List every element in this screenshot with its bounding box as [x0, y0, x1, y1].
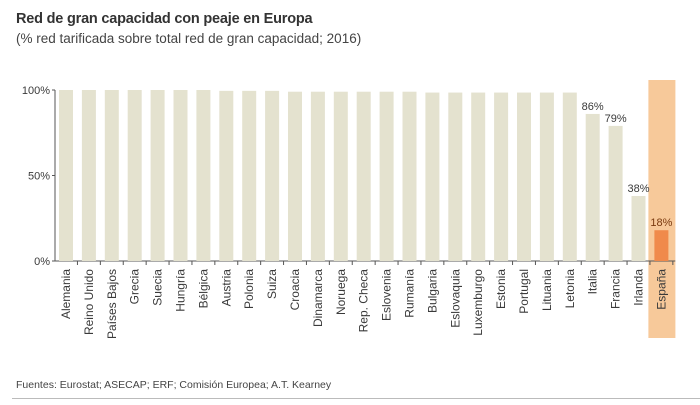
- bar: [310, 91, 325, 262]
- x-tick-label: Luxemburgo: [471, 269, 485, 336]
- x-tick-label: Grecia: [128, 269, 142, 305]
- x-tick-label: Bélgica: [196, 269, 210, 309]
- x-tick-label: Francia: [609, 269, 623, 309]
- x-tick-label: Eslovaquia: [448, 269, 462, 328]
- bar: [379, 91, 394, 262]
- bar: [356, 91, 371, 262]
- x-tick-label: Italia: [586, 269, 600, 295]
- x-tick-label: Países Bajos: [105, 269, 119, 339]
- y-tick-label: 50%: [28, 171, 50, 183]
- x-tick-label: España: [654, 269, 668, 310]
- data-label: 38%: [627, 183, 649, 195]
- data-label: 86%: [582, 101, 604, 113]
- x-tick-label: Estonia: [494, 269, 508, 309]
- x-tick-label: Eslovenia: [380, 269, 394, 321]
- bar: [81, 90, 96, 261]
- bar: [150, 90, 165, 261]
- highlight-band: [648, 80, 676, 338]
- bar: [585, 113, 600, 261]
- x-tick-label: Bulgaria: [425, 269, 439, 313]
- bar: [402, 91, 417, 262]
- data-label: 18%: [650, 217, 672, 229]
- bar: [654, 230, 669, 261]
- bar: [104, 90, 119, 261]
- x-tick-label: Austria: [219, 269, 233, 307]
- bar: [471, 92, 486, 261]
- x-tick-label: Suecia: [151, 269, 165, 306]
- bar: [631, 196, 646, 261]
- x-tick-label: Letonia: [563, 269, 577, 309]
- bottom-divider: [12, 398, 700, 399]
- bar: [494, 92, 509, 261]
- data-label: 79%: [605, 113, 627, 125]
- bar: [333, 91, 348, 262]
- bar: [59, 90, 73, 261]
- bar: [448, 92, 463, 261]
- source-note: Fuentes: Eurostat; ASECAP; ERF; Comisión…: [16, 379, 332, 391]
- x-tick-label: Hungría: [174, 269, 188, 312]
- chart-subtitle: (% red tarificada sobre total red de gra…: [16, 31, 362, 46]
- x-tick-label: Dinamarca: [311, 269, 325, 327]
- y-tick-label: 0%: [34, 256, 50, 268]
- x-tick-label: Polonia: [242, 269, 256, 309]
- bar-chart: 0% 50% 100% Alemania Reino Unido Países Bajos…: [22, 80, 676, 339]
- bar: [539, 92, 554, 261]
- bar: [562, 92, 577, 261]
- x-tick-label: Reino Unido: [82, 269, 96, 335]
- bar: [265, 90, 280, 261]
- chart-title: Red de gran capacidad con peaje en Europ…: [16, 11, 313, 27]
- x-tick-label: Alemania: [59, 269, 73, 319]
- y-tick-label: 100%: [22, 85, 50, 97]
- bar: [242, 90, 257, 261]
- bar: [173, 90, 188, 261]
- x-tick-label: Suiza: [265, 269, 279, 299]
- bar: [127, 90, 142, 261]
- x-tick-label: Irlanda: [632, 269, 646, 306]
- bar: [425, 92, 440, 261]
- x-tick-label: Lituania: [540, 269, 554, 311]
- x-tick-label: Rumanía: [403, 269, 417, 318]
- bar: [517, 92, 531, 261]
- x-tick-label: Portugal: [517, 269, 531, 314]
- bar: [219, 90, 234, 261]
- x-tick-label: Croacia: [288, 269, 302, 311]
- x-tick-label: Noruega: [334, 269, 348, 315]
- bar: [196, 90, 211, 261]
- x-tick-label: Rep. Checa: [357, 269, 371, 333]
- bar: [608, 125, 623, 261]
- bar: [288, 91, 302, 262]
